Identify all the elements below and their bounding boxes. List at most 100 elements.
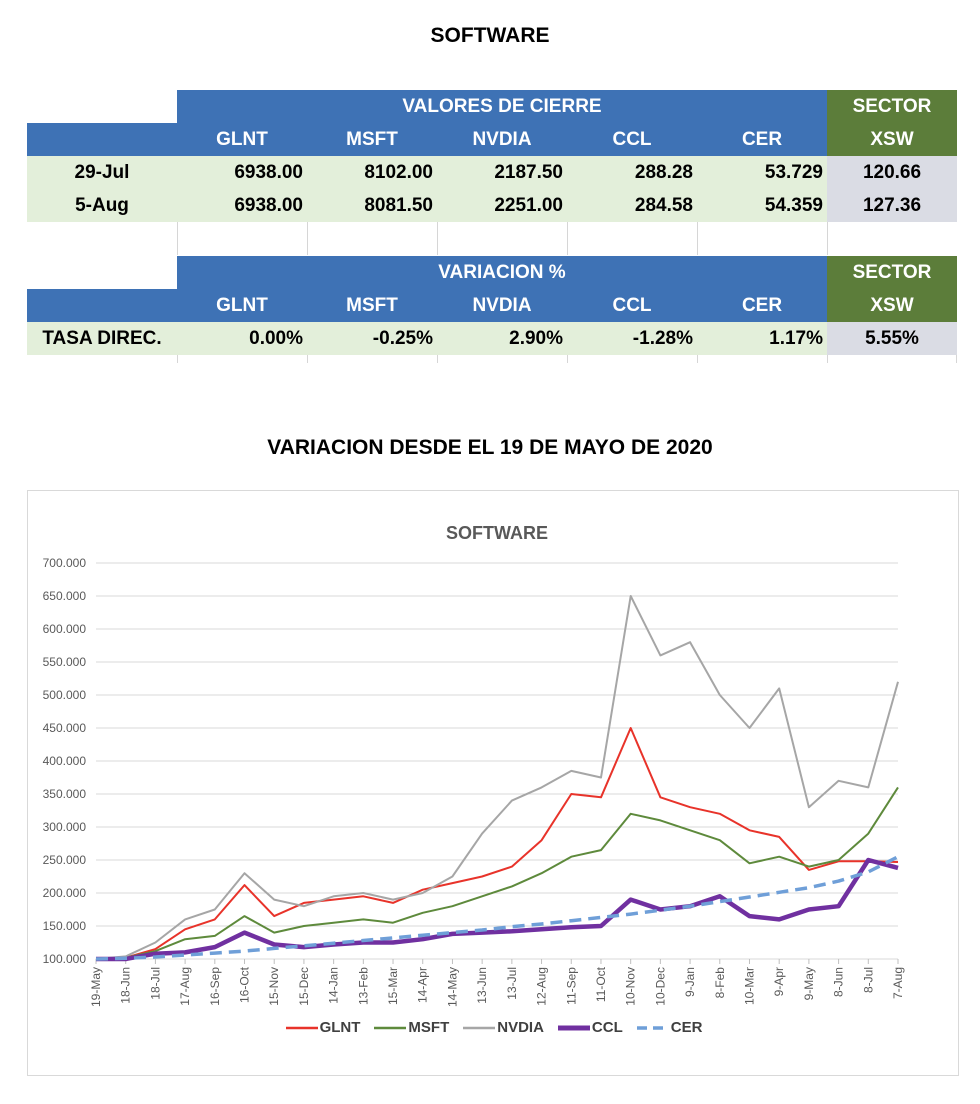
y-tick-label: 250.000 (43, 853, 87, 867)
table-cell: 2.90% (437, 322, 567, 355)
header-blank-cell (27, 123, 177, 156)
x-tick-label: 11-Oct (594, 966, 608, 1002)
x-tick-label: 12-Aug (535, 967, 549, 1006)
table-row: 29-Jul 6938.00 8102.00 2187.50 288.28 53… (27, 156, 957, 189)
sector-value: 127.36 (827, 189, 957, 222)
y-tick-label: 550.000 (43, 655, 87, 669)
x-tick-label: 19-May (89, 967, 103, 1007)
y-tick-label: 500.000 (43, 688, 87, 702)
series-line-cer (95, 855, 899, 961)
legend-swatch (374, 1026, 407, 1030)
sector-value: 5.55% (827, 322, 957, 355)
sector-label: SECTOR (827, 90, 957, 123)
y-tick-label: 700.000 (43, 556, 87, 570)
empty-corner-cell (27, 256, 177, 289)
y-tick-label: 600.000 (43, 622, 87, 636)
row-label: 5-Aug (27, 189, 177, 222)
x-tick-label: 18-Jun (119, 967, 133, 1004)
legend-swatch (285, 1026, 318, 1030)
series-line-msft (95, 786, 899, 960)
table-cell: 54.359 (697, 189, 827, 222)
table-cell: 288.28 (567, 156, 697, 189)
column-header: NVDIA (437, 123, 567, 156)
table-row: 5-Aug 6938.00 8081.50 2251.00 284.58 54.… (27, 189, 957, 222)
x-tick-label: 15-Mar (386, 967, 400, 1005)
series-line-ccl (96, 857, 899, 962)
chart-legend: GLNT MSFT NVDIA CCL CER (28, 1019, 958, 1036)
empty-corner-cell (27, 90, 177, 123)
legend-item: MSFT (372, 1019, 449, 1036)
sector-name: XSW (827, 289, 957, 322)
x-tick-label: 8-Jul (861, 967, 875, 993)
x-tick-label: 14-May (445, 967, 459, 1007)
y-tick-label: 100.000 (43, 952, 87, 966)
x-tick-label: 13-Jul (505, 967, 519, 1000)
legend-label: CER (670, 1019, 703, 1036)
legend-item: CER (635, 1019, 703, 1036)
legend-label: GLNT (319, 1019, 361, 1036)
y-tick-label: 400.000 (43, 754, 87, 768)
table-cell: -1.28% (567, 322, 697, 355)
x-tick-label: 13-Feb (356, 967, 370, 1005)
table-cell: 2187.50 (437, 156, 567, 189)
legend-swatch (636, 1026, 669, 1030)
x-tick-label: 10-Nov (624, 967, 638, 1006)
y-tick-label: 300.000 (43, 820, 87, 834)
variation-table: VARIACION % SECTOR GLNT MSFT NVDIA CCL C… (27, 256, 957, 355)
line-chart: SOFTWARE 100.000 150.000 200.000 250.000 300.… (43, 523, 905, 1007)
column-header: CER (697, 289, 827, 322)
legend-label: CCL (591, 1019, 623, 1036)
closing-values-table: VALORES DE CIERRE SECTOR GLNT MSFT NVDIA… (27, 90, 957, 255)
table-bottom-ticks (27, 355, 957, 363)
x-tick-label: 16-Oct (238, 966, 252, 1003)
y-tick-label: 350.000 (43, 787, 87, 801)
table-cell: 8081.50 (307, 189, 437, 222)
column-header: NVDIA (437, 289, 567, 322)
header-blank-cell (27, 289, 177, 322)
page-title: SOFTWARE (430, 24, 550, 47)
row-label: 29-Jul (27, 156, 177, 189)
column-header: GLNT (177, 289, 307, 322)
column-header: GLNT (177, 123, 307, 156)
x-tick-label: 9-May (802, 967, 816, 1000)
x-tick-label: 16-Sep (208, 967, 222, 1006)
variation-group-header: VARIACION % (177, 256, 827, 289)
x-tick-label: 8-Feb (713, 967, 727, 999)
sector-value: 120.66 (827, 156, 957, 189)
closing-group-header: VALORES DE CIERRE (177, 90, 827, 123)
table-cell: -0.25% (307, 322, 437, 355)
y-tick-label: 200.000 (43, 886, 87, 900)
x-tick-label: 18-Jul (148, 967, 162, 1000)
column-header: CCL (567, 123, 697, 156)
y-tick-label: 650.000 (43, 589, 87, 603)
chart-container: SOFTWARE 100.000 150.000 200.000 250.000 300.… (27, 490, 959, 1076)
legend-label: MSFT (408, 1019, 450, 1036)
x-tick-label: 7-Aug (891, 967, 905, 999)
series-line-glnt (95, 727, 899, 960)
column-header: CER (697, 123, 827, 156)
chart-title: SOFTWARE (446, 523, 548, 543)
legend-label: NVDIA (497, 1019, 544, 1036)
legend-item: CCL (556, 1019, 623, 1036)
spacer-row (27, 222, 957, 255)
x-tick-label: 15-Nov (267, 967, 281, 1006)
table-cell: 6938.00 (177, 189, 307, 222)
y-tick-label: 450.000 (43, 721, 87, 735)
x-tick-label: 17-Aug (178, 967, 192, 1006)
x-tick-label: 8-Jun (832, 967, 846, 997)
table-row: TASA DIREC. 0.00% -0.25% 2.90% -1.28% 1.… (27, 322, 957, 355)
row-label: TASA DIREC. (27, 322, 177, 355)
table-cell: 53.729 (697, 156, 827, 189)
sector-label: SECTOR (827, 256, 957, 289)
series-line-nvdia (95, 595, 899, 960)
table-cell: 6938.00 (177, 156, 307, 189)
table-cell: 284.58 (567, 189, 697, 222)
x-tick-label: 14-Apr (416, 967, 430, 1003)
sector-name: XSW (827, 123, 957, 156)
chart-heading: VARIACION DESDE EL 19 DE MAYO DE 2020 (267, 436, 713, 459)
x-tick-label: 13-Jun (475, 967, 489, 1004)
table-cell: 1.17% (697, 322, 827, 355)
column-header: MSFT (307, 123, 437, 156)
legend-item: GLNT (284, 1019, 361, 1036)
x-tick-label: 9-Apr (772, 967, 786, 996)
